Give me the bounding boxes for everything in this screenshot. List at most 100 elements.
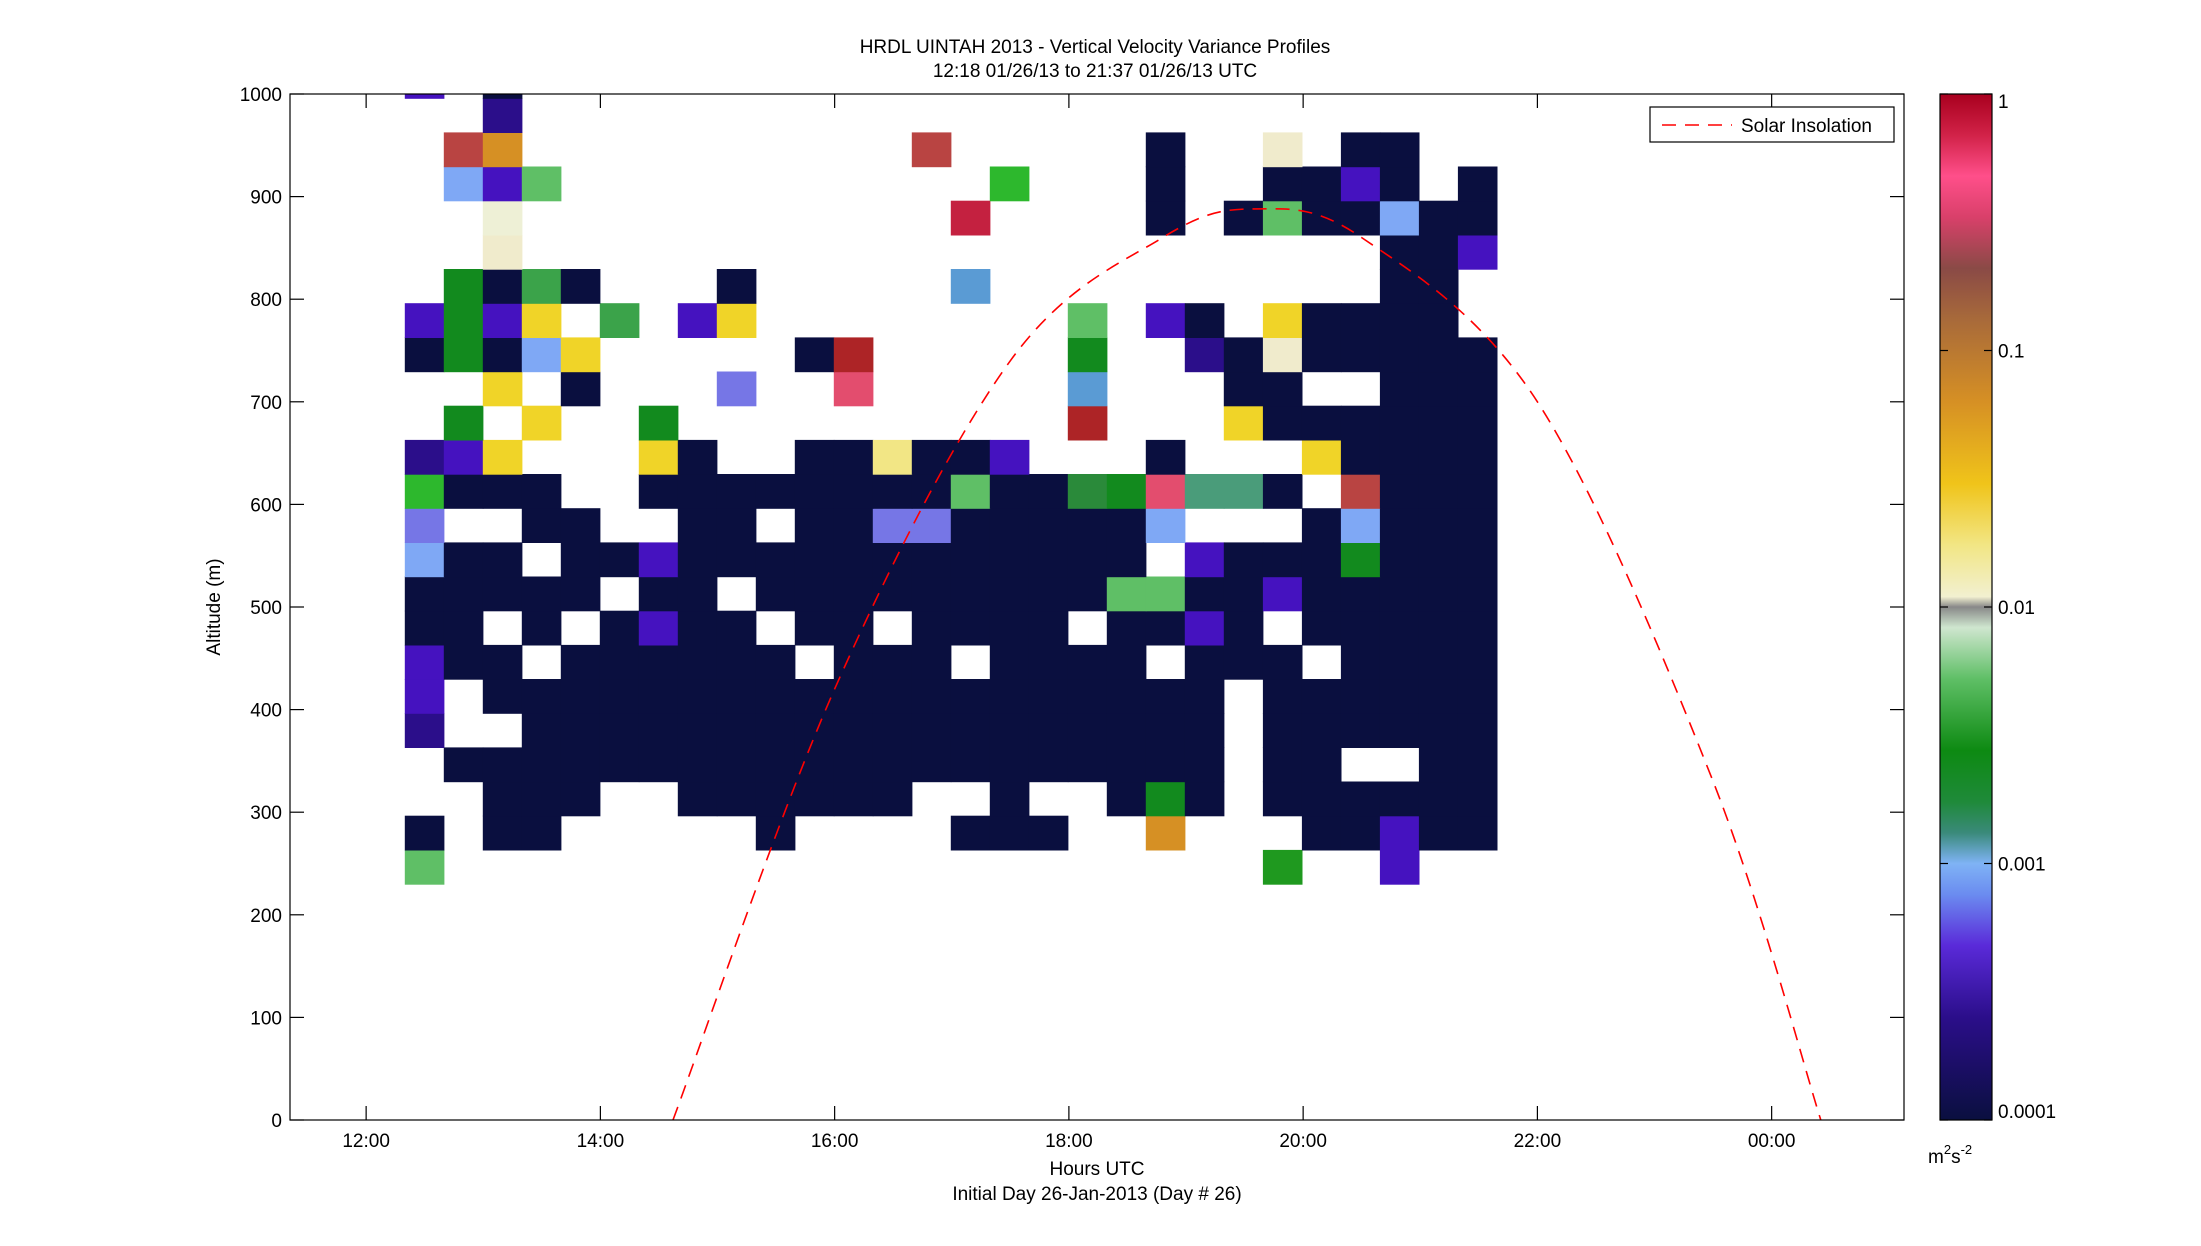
- heatmap-cell: [833, 576, 874, 612]
- legend: Solar Insolation: [1649, 106, 1895, 143]
- heatmap-cell: [405, 0, 445, 30]
- heatmap-cell: [482, 644, 523, 680]
- heatmap-cell: [1067, 405, 1108, 441]
- heatmap-cell: [1262, 576, 1303, 612]
- heatmap-cell: [1457, 542, 1498, 578]
- heatmap-cell: [443, 303, 484, 338]
- heatmap-cell: [1418, 303, 1459, 338]
- heatmap-cell: [1418, 439, 1459, 475]
- colorbar-unit-exp1: 2: [1944, 1142, 1951, 1157]
- heatmap-cell: [443, 439, 484, 475]
- colorbar-tick-label: 1: [1998, 92, 2009, 113]
- heatmap-cell: [716, 269, 757, 304]
- heatmap-cell: [1184, 644, 1225, 680]
- heatmap-cell: [1263, 0, 1303, 30]
- heatmap-cell: [482, 337, 523, 373]
- heatmap-cell: [1262, 679, 1303, 714]
- heatmap-cell: [1301, 610, 1342, 646]
- heatmap-cell: [1418, 269, 1459, 304]
- heatmap-cell: [1223, 644, 1264, 680]
- heatmap-cell: [794, 679, 835, 714]
- heatmap-cell: [1379, 474, 1420, 509]
- heatmap-cell: [833, 610, 874, 646]
- heatmap-cell: [560, 337, 601, 373]
- heatmap-cell: [482, 781, 523, 817]
- heatmap-cell: [560, 542, 601, 578]
- heatmap-cell: [482, 234, 523, 270]
- heatmap-cell: [638, 405, 679, 441]
- heatmap-cell: [1067, 747, 1108, 783]
- heatmap-cell: [677, 713, 718, 748]
- heatmap-cell: [755, 815, 796, 851]
- heatmap-cell: [1028, 815, 1069, 851]
- heatmap-cell: [1457, 713, 1498, 748]
- heatmap-cell: [912, 0, 952, 30]
- heatmap-cell: [1457, 576, 1498, 612]
- heatmap-cell: [482, 132, 523, 168]
- heatmap-cell: [911, 508, 952, 543]
- colorbar-unit-mid: s: [1951, 1147, 1961, 1168]
- heatmap-cell: [1379, 508, 1420, 543]
- colorbar-tick-label: 0.0001: [1998, 1102, 2056, 1123]
- x-tick-label: 22:00: [1514, 1131, 1562, 1152]
- heatmap-cell: [444, 0, 484, 30]
- heatmap-cell: [872, 474, 913, 509]
- heatmap-cell: [989, 610, 1030, 646]
- heatmap-cell: [483, 0, 523, 30]
- heatmap-cell: [638, 439, 679, 475]
- heatmap-cell: [1379, 303, 1420, 338]
- heatmap-cell: [872, 508, 913, 543]
- heatmap-cell: [911, 439, 952, 475]
- heatmap-cell: [1028, 474, 1069, 509]
- heatmap-cell: [677, 781, 718, 817]
- heatmap-cell: [911, 542, 952, 578]
- heatmap-cell: [599, 713, 640, 748]
- heatmap-cell: [1262, 781, 1303, 817]
- heatmap-cell: [404, 474, 445, 509]
- heatmap-cell: [521, 679, 562, 714]
- heatmap-cell: [1457, 781, 1498, 817]
- colorbar-unit-exp2: -2: [1961, 1142, 1973, 1157]
- y-tick-label: 700: [250, 393, 282, 414]
- heatmap-cell: [638, 679, 679, 714]
- heatmap-cell: [1301, 815, 1342, 851]
- heatmap-cell: [677, 508, 718, 543]
- heatmap-cell: [404, 610, 445, 646]
- heatmap-cell: [482, 303, 523, 338]
- heatmap-cell: [1145, 132, 1186, 168]
- heatmap-cell: [1457, 474, 1498, 509]
- heatmap-cell: [950, 815, 991, 851]
- heatmap-cell: [1457, 405, 1498, 441]
- heatmap-cell: [989, 644, 1030, 680]
- heatmap-cell: [638, 610, 679, 646]
- heatmap-cell: [560, 576, 601, 612]
- heatmap-cell: [1340, 576, 1381, 612]
- heatmap-cell: [1418, 234, 1459, 270]
- heatmap-cell: [1145, 576, 1186, 612]
- heatmap-cell: [404, 542, 445, 578]
- heatmap-cells: [404, 0, 1498, 885]
- heatmap-cell: [755, 576, 796, 612]
- heatmap-cell: [1262, 849, 1303, 885]
- heatmap-cell: [677, 474, 718, 509]
- y-tick-label: 100: [250, 1008, 282, 1029]
- heatmap-cell: [794, 576, 835, 612]
- heatmap-cell: [1379, 439, 1420, 475]
- heatmap-cell: [1340, 337, 1381, 373]
- heatmap-cell: [1379, 269, 1420, 304]
- heatmap-cell: [1067, 542, 1108, 578]
- heatmap-cell: [1106, 679, 1147, 714]
- heatmap-cell: [482, 200, 523, 236]
- heatmap-cell: [443, 747, 484, 783]
- heatmap-cell: [1340, 200, 1381, 236]
- heatmap-cell: [989, 713, 1030, 748]
- heatmap-cell: [1418, 474, 1459, 509]
- heatmap-cell: [443, 132, 484, 168]
- heatmap-cell: [950, 508, 991, 543]
- heatmap-cell: [1418, 200, 1459, 236]
- heatmap-cell: [1223, 371, 1264, 407]
- heatmap-cell: [755, 713, 796, 748]
- y-axis-ticks: 0 100 200 300 400 500 600 700 800 900 1000: [240, 85, 1904, 1132]
- heatmap-cell: [482, 815, 523, 851]
- heatmap-cell: [794, 747, 835, 783]
